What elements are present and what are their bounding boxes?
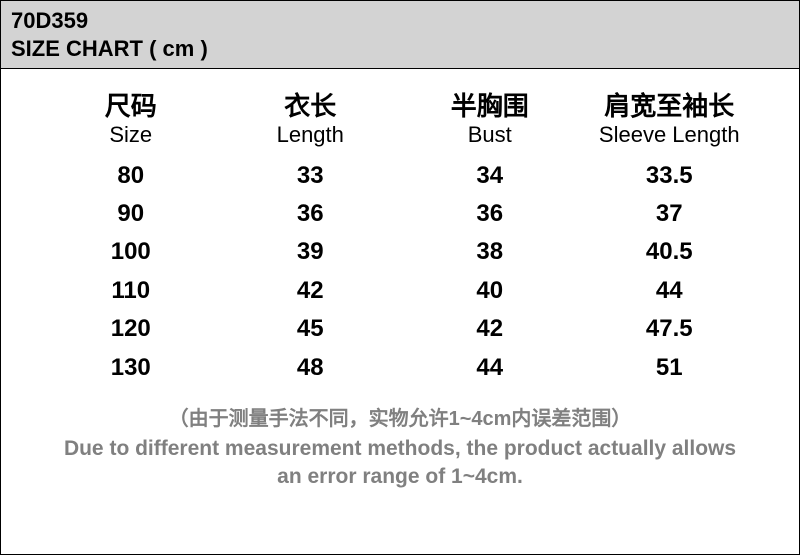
table-row: 100 39 38 40.5 <box>41 233 759 271</box>
header: 70D359 SIZE CHART ( cm ) <box>1 1 799 69</box>
cell: 40 <box>400 272 580 310</box>
table-row: 130 48 44 51 <box>41 349 759 387</box>
chart-title: SIZE CHART ( cm ) <box>11 35 789 63</box>
size-table: 尺码 衣长 半胸围 肩宽至袖长 Size Length Bust Sleeve … <box>41 87 759 387</box>
cell: 120 <box>41 310 221 348</box>
product-code: 70D359 <box>11 7 789 35</box>
cell: 36 <box>400 195 580 233</box>
col-header-en: Size <box>41 122 221 156</box>
note-english: Due to different measurement methods, th… <box>41 435 759 492</box>
cell: 44 <box>400 349 580 387</box>
cell: 80 <box>41 157 221 195</box>
col-header-ch: 衣长 <box>221 87 401 122</box>
notes: （由于测量手法不同，实物允许1~4cm内误差范围） Due to differe… <box>41 405 759 492</box>
cell: 130 <box>41 349 221 387</box>
cell: 33.5 <box>580 157 760 195</box>
content-area: 尺码 衣长 半胸围 肩宽至袖长 Size Length Bust Sleeve … <box>1 69 799 554</box>
cell: 42 <box>221 272 401 310</box>
table-header-row-chinese: 尺码 衣长 半胸围 肩宽至袖长 <box>41 87 759 122</box>
cell: 37 <box>580 195 760 233</box>
cell: 47.5 <box>580 310 760 348</box>
cell: 39 <box>221 233 401 271</box>
col-header-ch: 肩宽至袖长 <box>580 87 760 122</box>
note-chinese: （由于测量手法不同，实物允许1~4cm内误差范围） <box>41 405 759 433</box>
cell: 33 <box>221 157 401 195</box>
col-header-en: Bust <box>400 122 580 156</box>
table-row: 80 33 34 33.5 <box>41 157 759 195</box>
cell: 44 <box>580 272 760 310</box>
cell: 110 <box>41 272 221 310</box>
col-header-ch: 尺码 <box>41 87 221 122</box>
cell: 38 <box>400 233 580 271</box>
table-row: 120 45 42 47.5 <box>41 310 759 348</box>
cell: 90 <box>41 195 221 233</box>
table-header-row-english: Size Length Bust Sleeve Length <box>41 122 759 156</box>
table-row: 110 42 40 44 <box>41 272 759 310</box>
cell: 100 <box>41 233 221 271</box>
col-header-en: Sleeve Length <box>580 122 760 156</box>
col-header-ch: 半胸围 <box>400 87 580 122</box>
size-chart-card: 70D359 SIZE CHART ( cm ) 尺码 衣长 半胸围 肩宽至袖长… <box>0 0 800 555</box>
cell: 34 <box>400 157 580 195</box>
cell: 40.5 <box>580 233 760 271</box>
col-header-en: Length <box>221 122 401 156</box>
cell: 51 <box>580 349 760 387</box>
cell: 36 <box>221 195 401 233</box>
cell: 48 <box>221 349 401 387</box>
table-row: 90 36 36 37 <box>41 195 759 233</box>
cell: 45 <box>221 310 401 348</box>
cell: 42 <box>400 310 580 348</box>
